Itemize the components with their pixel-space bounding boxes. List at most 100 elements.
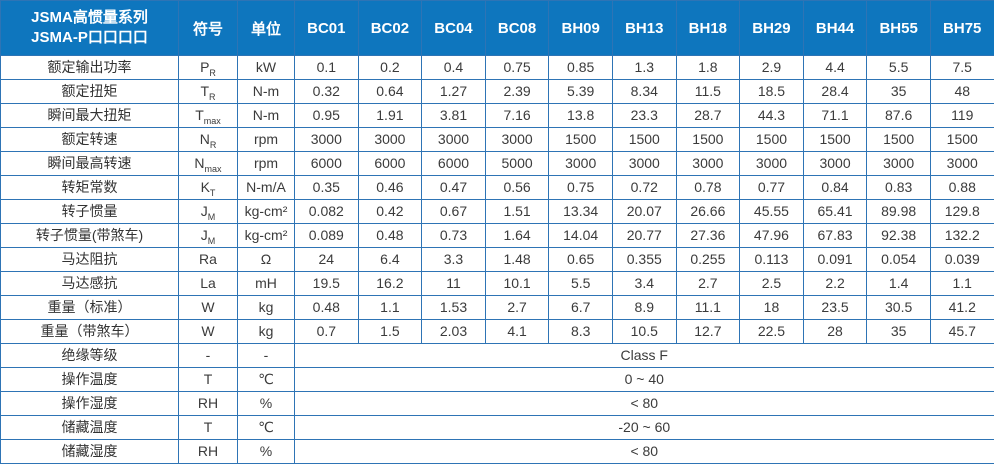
unit-cell: N-m/A [237,175,295,200]
symbol-subscript: M [207,235,216,246]
value-cell: 3000 [357,127,423,152]
value-cell: 41.2 [929,295,994,320]
unit-cell: ℃ [237,367,295,392]
value-cell: 3000 [294,127,359,152]
spec-span-row: 操作湿度 RH% < 80 [0,391,994,416]
spec-table-body: 额定输出功率 PR kW 0.1 0.2 0.4 0.75 0.85 1.3 1.8 2.9 4.4 5… [0,55,994,464]
value-cell: 6000 [357,151,423,176]
value-cell: 6000 [294,151,359,176]
value-cell: 0.78 [675,175,741,200]
value-cell: 0.35 [294,175,359,200]
symbol-base: W [201,323,215,339]
value-cell: 4.4 [802,55,868,80]
value-cell: 24 [294,247,359,272]
model-column-header-bc01: BC01 [294,0,359,56]
value-cell: 92.38 [866,223,931,248]
row-label: 转子惯量 [0,199,179,224]
unit-cell: % [237,391,295,416]
value-cell: 1.1 [929,271,994,296]
symbol-base: P [200,59,210,75]
span-value-cell: < 80 [294,439,994,464]
symbol-base: K [200,179,210,195]
value-cell: 3000 [929,151,994,176]
value-cell: 2.2 [802,271,868,296]
value-cell: 3000 [484,127,550,152]
value-cell: 28 [802,319,868,344]
value-cell: 3000 [739,151,804,176]
value-cell: 0.48 [357,223,423,248]
span-value-cell: 0 ~ 40 [294,367,994,392]
symbol-cell: Nmax [178,151,238,176]
symbol-subscript: M [207,211,216,222]
value-cell: 1.3 [611,55,677,80]
value-cell: 26.66 [675,199,741,224]
value-cell: 0.64 [357,79,423,104]
symbol-cell: W [178,295,238,320]
spec-row: 瞬间最大扭矩 Tmax N-m 0.95 1.91 3.81 7.16 13.8 23.3 28.… [0,103,994,128]
row-label: 额定扭矩 [0,79,179,104]
unit-cell: mH [237,271,295,296]
value-cell: 89.98 [866,199,931,224]
value-cell: 0.72 [611,175,677,200]
row-label: 马达阻抗 [0,247,179,272]
symbol-cell: Ra [178,247,238,272]
value-cell: 28.7 [675,103,741,128]
symbol-cell: T [178,367,238,392]
value-cell: 1500 [739,127,804,152]
value-cell: 0.85 [548,55,613,80]
symbol-cell: La [178,271,238,296]
value-cell: 1.48 [484,247,550,272]
value-cell: 3.3 [421,247,486,272]
symbol-cell: KT [178,175,238,200]
span-value-cell: < 80 [294,391,994,416]
value-cell: 3000 [802,151,868,176]
value-cell: 10.5 [611,319,677,344]
symbol-subscript: max [204,163,222,174]
symbol-base: J [200,203,208,219]
value-cell: 47.96 [739,223,804,248]
value-cell: 129.8 [929,199,994,224]
value-cell: 2.7 [484,295,550,320]
value-cell: 0.83 [866,175,931,200]
value-cell: 5.5 [548,271,613,296]
value-cell: 1500 [675,127,741,152]
value-cell: 3000 [866,151,931,176]
span-value-cell: Class F [294,343,994,368]
value-cell: 0.4 [421,55,486,80]
value-cell: 35 [866,319,931,344]
unit-cell: N-m [237,103,295,128]
value-cell: 0.039 [929,247,994,272]
value-cell: 132.2 [929,223,994,248]
model-column-header-bh29: BH29 [739,0,804,56]
series-title-cell: JSMA高惯量系列 JSMA-P口口口口 [0,0,179,56]
spec-row: 马达阻抗 Ra Ω 24 6.4 3.3 1.48 0.65 0.355 0.255 0.113 0.… [0,247,994,272]
value-cell: 6.7 [548,295,613,320]
value-cell: 87.6 [866,103,931,128]
value-cell: 0.84 [802,175,868,200]
spec-row: 马达感抗 La mH 19.5 16.2 11 10.1 5.5 3.4 2.7 2.5 2.2 1.4… [0,271,994,296]
spec-span-row: 绝缘等级 - - Class F [0,343,994,368]
value-cell: 5.39 [548,79,613,104]
value-cell: 6.4 [357,247,423,272]
unit-cell: - [237,343,295,368]
model-column-header-bc08: BC08 [484,0,550,56]
value-cell: 3.81 [421,103,486,128]
value-cell: 0.082 [294,199,359,224]
value-cell: 10.1 [484,271,550,296]
value-cell: 35 [866,79,931,104]
row-label: 马达感抗 [0,271,179,296]
value-cell: 3.4 [611,271,677,296]
value-cell: 13.8 [548,103,613,128]
symbol-cell: T [178,415,238,440]
row-label: 操作温度 [0,367,179,392]
value-cell: 0.67 [421,199,486,224]
symbol-subscript: R [209,91,216,102]
header-row: JSMA高惯量系列 JSMA-P口口口口 符号 单位 BC01 BC02 BC04 BC08 B… [0,0,994,56]
symbol-cell: - [178,343,238,368]
value-cell: 4.1 [484,319,550,344]
unit-cell: Ω [237,247,295,272]
unit-cell: kg [237,319,295,344]
spec-row: 转矩常数 KT N-m/A 0.35 0.46 0.47 0.56 0.75 0.72 0.78 0… [0,175,994,200]
row-label: 绝缘等级 [0,343,179,368]
unit-cell: N-m [237,79,295,104]
